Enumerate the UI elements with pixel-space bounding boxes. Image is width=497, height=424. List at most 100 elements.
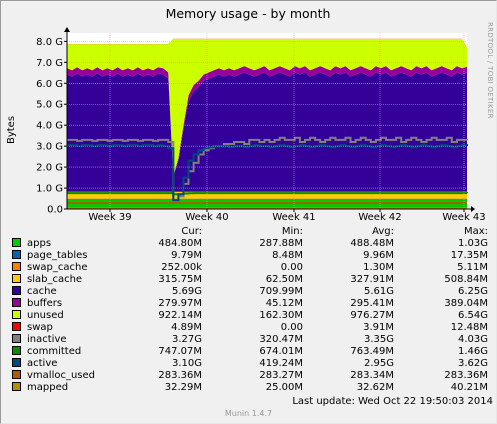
legend-cur: 32.29M — [164, 382, 202, 393]
legend-row-unused: unused 922.14M 162.30M 976.27M 6.54G — [12, 310, 492, 322]
legend-max: 4.03G — [457, 334, 488, 345]
legend-cur: 5.69G — [171, 286, 202, 297]
legend-max: 283.36M — [444, 370, 488, 381]
legend-row-buffers: buffers 279.97M 45.12M 295.41M 389.04M — [12, 298, 492, 310]
legend-avg: 327.91M — [350, 274, 394, 285]
x-axis-arrow — [471, 206, 475, 212]
legend-min: 8.48M — [272, 250, 303, 261]
legend-name: slab_cache — [27, 274, 83, 285]
legend-avg: 5.61G — [363, 286, 394, 297]
legend-header: Cur: Min: Avg: Max: — [12, 226, 492, 238]
legend-avg: 976.27M — [350, 310, 394, 321]
y-tick-label: 3.0 G — [36, 142, 63, 153]
line-committed — [67, 192, 468, 196]
line-series — [67, 136, 468, 210]
last-update: Last update: Wed Oct 22 19:50:03 2014 — [292, 396, 493, 407]
legend-row-active: active 3.10G 419.24M 2.95G 3.62G — [12, 358, 492, 370]
grid — [67, 33, 467, 209]
legend-cur: 279.97M — [158, 298, 202, 309]
legend-row-committed: committed 747.07M 674.01M 763.49M 1.46G — [12, 346, 492, 358]
legend-name: inactive — [27, 334, 67, 345]
legend-name: vmalloc_used — [27, 370, 96, 381]
legend-min: 0.00 — [280, 262, 303, 273]
legend-max: 508.84M — [444, 274, 488, 285]
legend-header-cur: Cur: — [181, 226, 202, 237]
legend-swatch — [12, 358, 21, 367]
legend-min: 62.50M — [265, 274, 303, 285]
legend-name: swap_cache — [27, 262, 88, 273]
legend-row-apps: apps 484.80M 287.88M 488.48M 1.03G — [12, 238, 492, 250]
legend-swatch — [12, 382, 21, 391]
legend-swatch — [12, 310, 21, 319]
area-cache — [67, 72, 467, 192]
legend-name: active — [27, 358, 58, 369]
legend-min: 419.24M — [259, 358, 303, 369]
legend-min: 0.00 — [280, 322, 303, 333]
legend-avg: 3.91M — [363, 322, 394, 333]
chart-title: Memory usage - by month — [166, 6, 331, 21]
legend-max: 389.04M — [444, 298, 488, 309]
area-unused — [67, 38, 467, 176]
line-inactive — [67, 136, 468, 202]
legend-avg: 1.30M — [363, 262, 394, 273]
y-tick-label: 2.0 G — [36, 163, 63, 174]
legend-rows: apps 484.80M 287.88M 488.48M 1.03G page_table… — [12, 238, 492, 394]
legend-cur: 315.75M — [158, 274, 202, 285]
legend-name: buffers — [27, 298, 63, 309]
legend-cur: 252.00k — [161, 262, 202, 273]
x-ticks: Week 39 Week 40 Week 41 Week 42 Week 43 — [88, 209, 486, 223]
munin-version: Munin 1.4.7 — [224, 409, 273, 418]
y-tick-label: 0.0 — [47, 205, 63, 216]
legend-avg: 763.49M — [350, 346, 394, 357]
legend-max: 5.11M — [457, 262, 488, 273]
legend-swatch — [12, 238, 21, 247]
legend-min: 320.47M — [259, 334, 303, 345]
rrdtool-credit: RRDTOOL / TOBI OETIKER — [486, 22, 494, 119]
legend-max: 1.03G — [457, 238, 488, 249]
y-tick-label: 6.0 G — [36, 79, 63, 90]
stack-areas — [67, 38, 467, 209]
legend-name: apps — [27, 238, 52, 249]
x-tick-label: Week 42 — [358, 212, 401, 223]
legend-min: 45.12M — [265, 298, 303, 309]
legend-name: page_tables — [27, 250, 88, 261]
legend-row-vmalloc_used: vmalloc_used 283.36M 283.27M 283.34M 283.36M — [12, 370, 492, 382]
legend-cur: 3.27G — [171, 334, 202, 345]
legend-row-slab_cache: slab_cache 315.75M 62.50M 327.91M 508.84M — [12, 274, 492, 286]
legend-cur: 283.36M — [158, 370, 202, 381]
legend-swatch — [12, 334, 21, 343]
legend-avg: 9.96M — [363, 250, 394, 261]
y-ticks: 0.0 1.0 G 2.0 G 3.0 G 4.0 G 5.0 G 6.0 G 7.0 G 8.… — [36, 37, 67, 216]
legend-min: 162.30M — [259, 310, 303, 321]
legend-cur: 3.10G — [171, 358, 202, 369]
legend-swatch — [12, 262, 21, 271]
legend: Cur: Min: Avg: Max: apps 484.80M 287.88M 48… — [12, 226, 492, 394]
legend-max: 1.46G — [457, 346, 488, 357]
legend-cur: 747.07M — [158, 346, 202, 357]
legend-name: unused — [27, 310, 64, 321]
y-tick-label: 7.0 G — [36, 58, 63, 69]
x-tick-label: Week 39 — [88, 212, 131, 223]
legend-avg: 295.41M — [350, 298, 394, 309]
legend-swatch — [12, 286, 21, 295]
y-tick-label: 1.0 G — [36, 184, 63, 195]
y-tick-label: 8.0 G — [36, 37, 63, 48]
line-active — [67, 144, 468, 202]
x-tick-label: Week 43 — [442, 212, 485, 223]
legend-min: 287.88M — [259, 238, 303, 249]
legend-row-inactive: inactive 3.27G 320.47M 3.35G 4.03G — [12, 334, 492, 346]
legend-name: cache — [27, 286, 57, 297]
legend-max: 40.21M — [450, 382, 488, 393]
legend-swatch — [12, 346, 21, 355]
legend-max: 6.54G — [457, 310, 488, 321]
x-tick-label: Week 41 — [272, 212, 315, 223]
memory-chart: Memory usage - by month Bytes RRDTOOL / … — [6, 6, 494, 223]
legend-avg: 3.35G — [363, 334, 394, 345]
legend-cur: 4.89M — [171, 322, 202, 333]
x-tick-label: Week 40 — [185, 212, 228, 223]
legend-min: 25.00M — [265, 382, 303, 393]
legend-header-avg: Avg: — [372, 226, 394, 237]
legend-cur: 9.79M — [171, 250, 202, 261]
legend-row-swap: swap 4.89M 0.00 3.91M 12.48M — [12, 322, 492, 334]
legend-max: 3.62G — [457, 358, 488, 369]
